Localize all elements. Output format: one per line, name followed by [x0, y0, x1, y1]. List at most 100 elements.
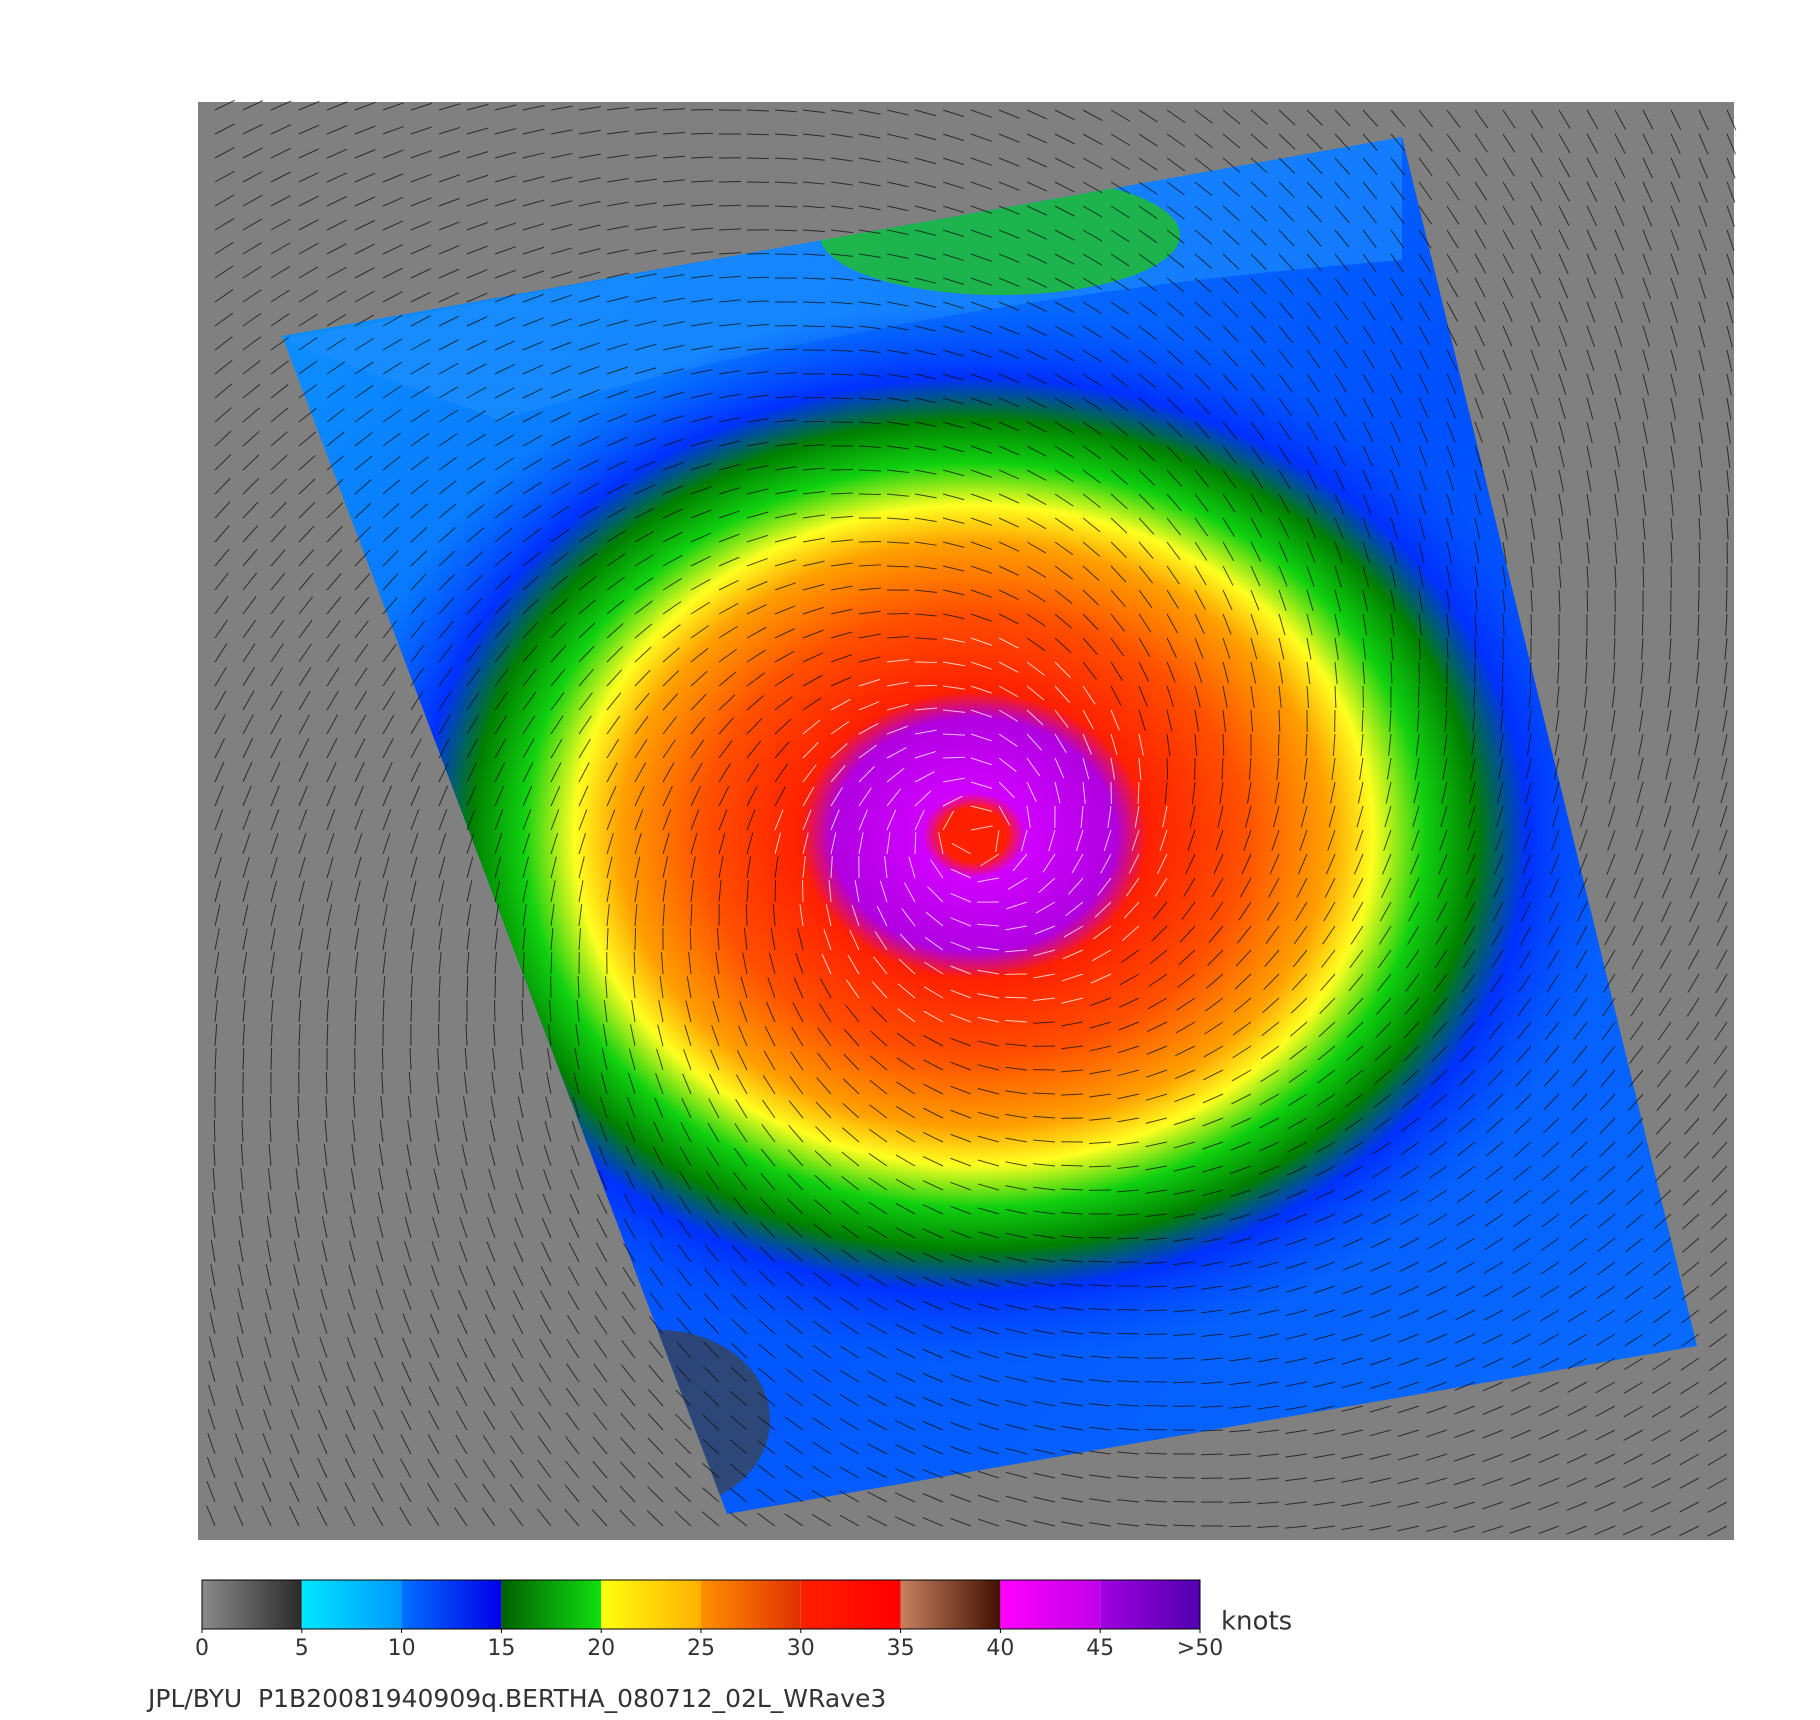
wind-vector: [713, 976, 720, 999]
wind-vector: [718, 417, 741, 423]
wind-vector: [1286, 1213, 1308, 1223]
wind-vector: [895, 1154, 916, 1167]
wind-vector: [977, 1398, 1000, 1407]
wind-vector: [662, 601, 682, 615]
wind-vector: [266, 1216, 272, 1239]
wind-vector: [1446, 301, 1458, 322]
wind-vector: [1341, 1357, 1364, 1365]
wind-vector: [867, 1274, 888, 1287]
wind-vector: [1138, 733, 1144, 756]
wind-vector: [483, 1386, 496, 1407]
wind-vector: [1144, 1428, 1168, 1431]
wind-vector: [237, 1312, 244, 1335]
wind-vector: [1459, 1069, 1476, 1086]
wind-vector: [1454, 1357, 1476, 1368]
wind-vector: [1474, 445, 1483, 468]
wind-vector: [823, 929, 832, 951]
wind-vector: [438, 456, 458, 471]
wind-vector: [922, 1396, 944, 1407]
wind-vector: [382, 125, 404, 135]
wind-vector: [1369, 1357, 1392, 1366]
wind-vector: [1005, 1185, 1028, 1191]
wind-vector: [522, 762, 534, 783]
wind-vector: [1362, 661, 1366, 684]
wind-vector: [746, 418, 769, 423]
wind-vector: [1514, 1117, 1532, 1134]
wind-vector: [233, 1505, 244, 1527]
wind-vector: [868, 1153, 888, 1167]
wind-vector: [326, 313, 346, 327]
wind-vector: [1126, 877, 1140, 897]
wind-vector: [1026, 565, 1047, 578]
wind-vector: [1502, 133, 1516, 153]
wind-vector: [1222, 253, 1240, 270]
wind-vector: [690, 345, 713, 351]
wind-vector: [895, 1130, 916, 1143]
wind-vector: [1670, 469, 1675, 492]
wind-vector: [682, 1073, 692, 1095]
wind-vector: [494, 574, 512, 591]
wind-vector: [1082, 589, 1100, 606]
wind-vector: [839, 1490, 860, 1503]
wind-vector: [1166, 589, 1179, 609]
wind-vector: [410, 785, 421, 807]
wind-vector: [802, 537, 825, 543]
wind-vector: [522, 411, 543, 423]
wind-vector: [840, 1297, 860, 1311]
wind-vector: [1362, 277, 1377, 297]
wind-vector: [1090, 997, 1112, 1006]
wind-vector: [1341, 1525, 1364, 1531]
wind-vector: [1306, 349, 1321, 369]
wind-vector: [662, 880, 667, 903]
wind-vector: [510, 1459, 524, 1479]
wind-vector: [998, 661, 1019, 673]
wind-vector: [494, 928, 499, 951]
wind-vector: [1191, 781, 1196, 804]
wind-vector: [746, 511, 769, 519]
wind-vector: [1586, 445, 1593, 468]
wind-vector: [1713, 1045, 1728, 1065]
wind-vector: [1668, 637, 1672, 660]
wind-vector: [298, 619, 313, 639]
wind-vector: [1474, 637, 1477, 661]
wind-vector: [402, 1337, 412, 1359]
wind-vector: [208, 1384, 216, 1407]
wind-vector: [1487, 1069, 1504, 1087]
wind-vector: [1026, 205, 1048, 216]
wind-vector: [1005, 925, 1028, 931]
wind-vector: [1194, 229, 1213, 245]
wind-vector: [1726, 205, 1735, 227]
wind-vector: [729, 1487, 748, 1503]
wind-vector: [346, 1385, 356, 1407]
wind-vector: [512, 1314, 524, 1335]
wind-vector: [1054, 301, 1075, 314]
wind-vector: [270, 525, 287, 543]
wind-vector: [1607, 829, 1616, 851]
wind-vector: [1201, 1405, 1224, 1408]
wind-vector: [354, 314, 375, 327]
wind-vector: [1474, 229, 1487, 250]
colorbar-segment: [1000, 1580, 1101, 1629]
wind-vector: [1542, 1117, 1560, 1134]
wind-vector: [1278, 517, 1290, 538]
wind-vector: [1491, 925, 1504, 946]
wind-vector: [1662, 853, 1672, 875]
wind-vector: [1054, 349, 1075, 362]
wind-vector: [1286, 1165, 1308, 1176]
wind-vector: [733, 1172, 748, 1191]
wind-vector: [1417, 685, 1420, 709]
wind-vector: [592, 1436, 608, 1455]
wind-vector: [950, 1301, 972, 1311]
wind-vector: [522, 317, 544, 327]
wind-vector: [522, 691, 537, 711]
wind-vector: [1374, 1045, 1392, 1062]
wind-vector: [1313, 1429, 1336, 1435]
wind-vector: [354, 432, 373, 447]
wind-vector: [1622, 1501, 1644, 1512]
wind-vector: [1726, 373, 1732, 396]
wind-vector: [380, 1096, 384, 1119]
wind-vector: [977, 877, 1000, 883]
wind-vector: [1061, 1045, 1084, 1050]
wind-vector: [690, 693, 707, 711]
wind-vector: [1567, 1405, 1588, 1417]
